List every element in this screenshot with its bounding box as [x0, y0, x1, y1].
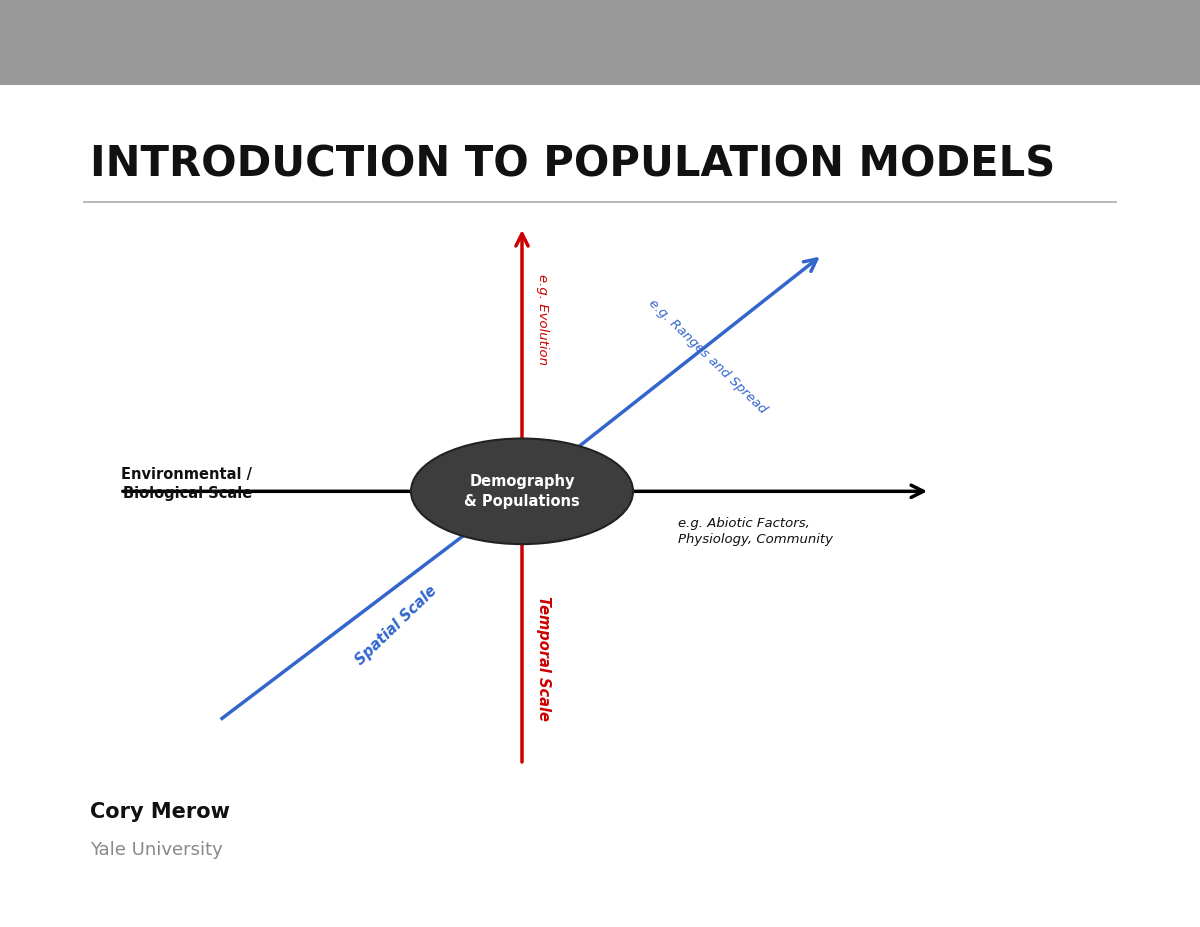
Text: INTRODUCTION TO POPULATION MODELS: INTRODUCTION TO POPULATION MODELS	[90, 144, 1055, 185]
Text: Demography
& Populations: Demography & Populations	[464, 474, 580, 509]
Text: Temporal Scale: Temporal Scale	[536, 596, 552, 720]
Text: e.g. Evolution: e.g. Evolution	[536, 274, 550, 365]
Text: Spatial Scale: Spatial Scale	[353, 583, 439, 668]
Text: e.g. Abiotic Factors,
Physiology, Community: e.g. Abiotic Factors, Physiology, Commun…	[678, 517, 833, 546]
Text: e.g. Ranges and Spread: e.g. Ranges and Spread	[647, 298, 769, 416]
Text: Cory Merow: Cory Merow	[90, 802, 230, 822]
Ellipse shape	[410, 438, 634, 544]
Text: Yale University: Yale University	[90, 841, 223, 858]
Text: Environmental /
Biological Scale: Environmental / Biological Scale	[121, 467, 252, 501]
Bar	[0, 0, 1200, 85]
